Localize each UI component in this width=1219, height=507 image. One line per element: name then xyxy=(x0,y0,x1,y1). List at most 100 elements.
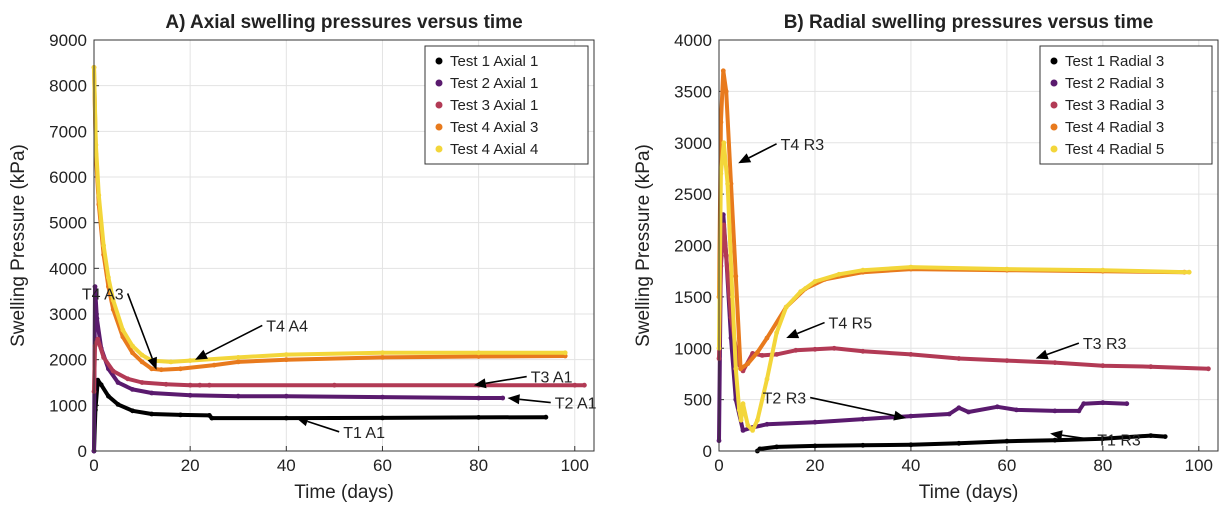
series-point-0 xyxy=(130,408,135,414)
series-point-4 xyxy=(764,376,770,382)
series-point-2 xyxy=(582,382,587,388)
series-point-1 xyxy=(1052,408,1058,414)
series-point-0 xyxy=(283,415,289,421)
y-tick-label: 8000 xyxy=(49,77,87,96)
y-tick-label: 500 xyxy=(684,391,712,410)
series-point-1 xyxy=(946,411,952,417)
y-tick-label: 9000 xyxy=(49,31,87,50)
y-tick-label: 1500 xyxy=(674,288,712,307)
series-point-4 xyxy=(110,297,116,303)
series-point-0 xyxy=(106,393,111,399)
annotation-label: T1 R3 xyxy=(1097,433,1141,450)
annotation-arrow xyxy=(809,396,895,417)
series-point-0 xyxy=(149,411,155,417)
legend-label-3: Test 4 Radial 3 xyxy=(1065,119,1164,136)
y-tick-label: 0 xyxy=(703,442,712,461)
series-point-4 xyxy=(774,330,779,336)
annotation-arrow xyxy=(748,143,777,159)
series-point-1 xyxy=(476,395,481,401)
series-point-0 xyxy=(1162,434,1168,439)
y-tick-label: 1000 xyxy=(49,396,87,415)
series-point-4 xyxy=(235,355,241,360)
legend-label-3: Test 4 Axial 3 xyxy=(450,119,538,136)
series-point-4 xyxy=(733,366,739,372)
series-point-4 xyxy=(96,192,102,198)
annotation-arrow xyxy=(205,324,263,355)
annotation-label: T4 R5 xyxy=(829,316,873,333)
y-tick-label: 5000 xyxy=(49,214,87,233)
legend-label-1: Test 2 Radial 3 xyxy=(1065,75,1164,92)
series-point-2 xyxy=(95,336,101,342)
series-point-2 xyxy=(908,352,914,357)
annotation-arrowhead xyxy=(893,410,907,421)
legend-label-4: Test 4 Axial 4 xyxy=(450,141,538,158)
y-tick-label: 3000 xyxy=(49,305,87,324)
series-point-3 xyxy=(130,350,135,356)
y-tick-label: 1000 xyxy=(674,339,712,358)
series-point-4 xyxy=(1100,267,1106,273)
series-point-2 xyxy=(110,368,116,374)
annotation-arrowhead xyxy=(1035,349,1049,360)
x-axis-label: Time (days) xyxy=(294,482,394,503)
series-point-0 xyxy=(98,382,104,388)
annotation-arrow xyxy=(1061,434,1094,441)
series-point-1 xyxy=(1081,401,1087,407)
legend-marker-0 xyxy=(435,57,443,65)
y-tick-label: 2000 xyxy=(49,351,87,370)
series-point-4 xyxy=(120,327,126,333)
series-point-3 xyxy=(728,181,734,187)
annotation-label: T3 A1 xyxy=(531,370,573,387)
series-point-4 xyxy=(130,343,135,349)
legend-label-4: Test 4 Radial 5 xyxy=(1065,141,1164,158)
x-tick-label: 60 xyxy=(373,456,392,475)
series-point-3 xyxy=(718,119,724,125)
series-point-3 xyxy=(738,366,743,372)
series-point-4 xyxy=(101,243,106,248)
x-axis-label: Time (days) xyxy=(919,482,1019,503)
series-point-4 xyxy=(738,417,744,423)
series-point-2 xyxy=(812,346,818,352)
legend-marker-2 xyxy=(435,101,443,109)
series-point-1 xyxy=(956,405,962,411)
annotation-arrow xyxy=(485,375,527,385)
annotation-arrow xyxy=(519,398,551,404)
series-point-3 xyxy=(158,367,164,373)
x-tick-label: 100 xyxy=(1185,456,1213,475)
series-point-4 xyxy=(718,171,724,177)
series-point-4 xyxy=(745,422,751,428)
legend-label-2: Test 3 Axial 1 xyxy=(450,97,538,114)
y-tick-label: 4000 xyxy=(674,31,712,50)
chart-title: B) Radial swelling pressures versus time xyxy=(784,12,1154,33)
x-tick-label: 0 xyxy=(714,456,723,475)
series-point-3 xyxy=(139,359,145,365)
series-point-4 xyxy=(812,279,818,284)
series-point-4 xyxy=(187,358,193,363)
legend-marker-1 xyxy=(1050,79,1058,87)
series-point-2 xyxy=(956,356,962,361)
series-point-1 xyxy=(812,419,818,425)
y-tick-label: 3000 xyxy=(674,134,712,153)
y-tick-label: 6000 xyxy=(49,168,87,187)
axes-box xyxy=(718,39,1219,452)
series-point-1 xyxy=(966,409,971,415)
series-point-3 xyxy=(178,366,183,372)
series-point-3 xyxy=(755,350,760,355)
series-point-3 xyxy=(235,359,241,365)
series-point-4 xyxy=(476,350,481,356)
x-tick-label: 20 xyxy=(806,456,825,475)
series-point-0 xyxy=(757,446,763,452)
series-point-2 xyxy=(759,353,765,358)
series-point-0 xyxy=(178,412,183,418)
series-point-4 xyxy=(908,264,914,270)
legend-marker-4 xyxy=(435,145,443,153)
annotation-label: T4 A3 xyxy=(82,286,124,303)
series-point-2 xyxy=(1052,360,1058,365)
series-point-4 xyxy=(740,401,746,407)
series-point-2 xyxy=(207,382,212,388)
annotation-arrowhead xyxy=(1050,430,1063,441)
series-point-2 xyxy=(92,343,98,349)
series-point-0 xyxy=(95,377,101,383)
legend-marker-4 xyxy=(1050,145,1058,153)
series-point-1 xyxy=(500,395,506,401)
